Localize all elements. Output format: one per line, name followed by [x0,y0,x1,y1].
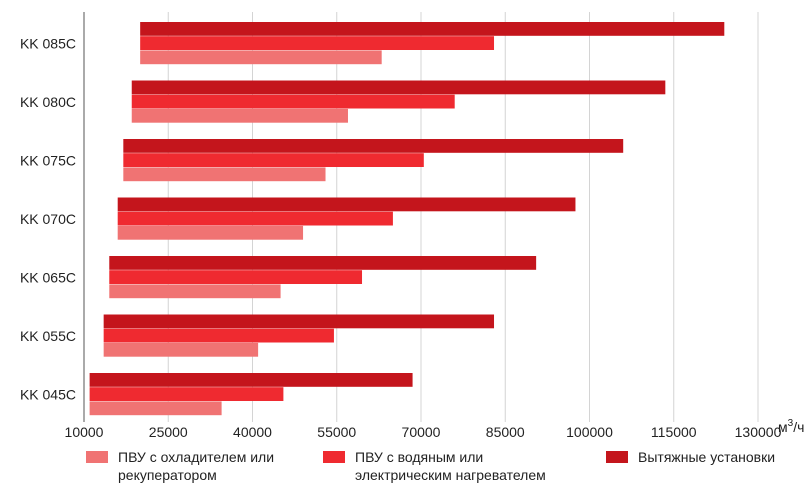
bar [123,153,424,167]
legend-label-exhaust: Вытяжные установки [638,449,776,465]
bar [123,167,326,182]
legend-item-heater: ПВУ с водяным или электрическим нагреват… [323,448,546,484]
bar [131,80,666,95]
bar [117,211,393,226]
bar [140,36,495,50]
y-category-label: KK 075C [20,152,76,168]
bar [140,50,382,65]
x-tick-label: 100000 [566,424,613,440]
x-axis-unit: м3/ч [778,418,804,435]
x-tick-label: 55000 [317,424,356,440]
y-category-label: KK 070C [20,211,76,227]
legend-label-cooler: ПВУ с охладителем или рекуператором [118,449,275,483]
y-category-label: KK 055C [20,328,76,344]
y-category-label: KK 080C [20,94,76,110]
x-tick-label: 40000 [233,424,272,440]
x-tick-label: 130000 [735,424,782,440]
x-tick-label: 85000 [486,424,525,440]
x-tick-label: 115000 [651,424,697,440]
bar [123,139,624,153]
bars [89,22,725,416]
bar [140,22,725,36]
grid-lines [83,12,759,422]
bar [103,314,495,329]
legend-item-cooler: ПВУ с охладителем или рекуператором [86,448,274,484]
bar [103,342,259,357]
y-category-label: KK 085C [20,35,76,51]
legend-swatch-exhaust [606,451,628,463]
bar [117,197,576,212]
bar [131,108,348,123]
bar [89,373,413,387]
x-tick-label: 10000 [65,424,104,440]
x-tick-label: 25000 [149,424,188,440]
bar [117,225,304,240]
x-axis-labels: 10000 25000 40000 55000 70000 85000 100000 1150… [65,424,782,440]
y-axis-labels: KK 085C KK 080C KK 075C KK 070C KK 065C KK 05… [20,35,76,402]
legend-swatch-heater [323,451,345,463]
bar [89,387,284,401]
x-tick-label: 70000 [402,424,441,440]
bar [109,256,537,270]
bar [131,94,455,109]
bar-chart: KK 085C KK 080C KK 075C KK 070C KK 065C KK 05… [20,12,804,440]
legend-item-exhaust: Вытяжные установки [606,448,775,466]
legend-swatch-cooler [86,451,108,463]
legend-label-heater: ПВУ с водяным или электрическим нагреват… [355,449,546,483]
bar [89,401,222,416]
bar [109,284,281,299]
y-category-label: KK 045C [20,386,76,402]
bar [109,270,363,284]
y-category-label: KK 065C [20,269,76,285]
bar [103,328,334,343]
